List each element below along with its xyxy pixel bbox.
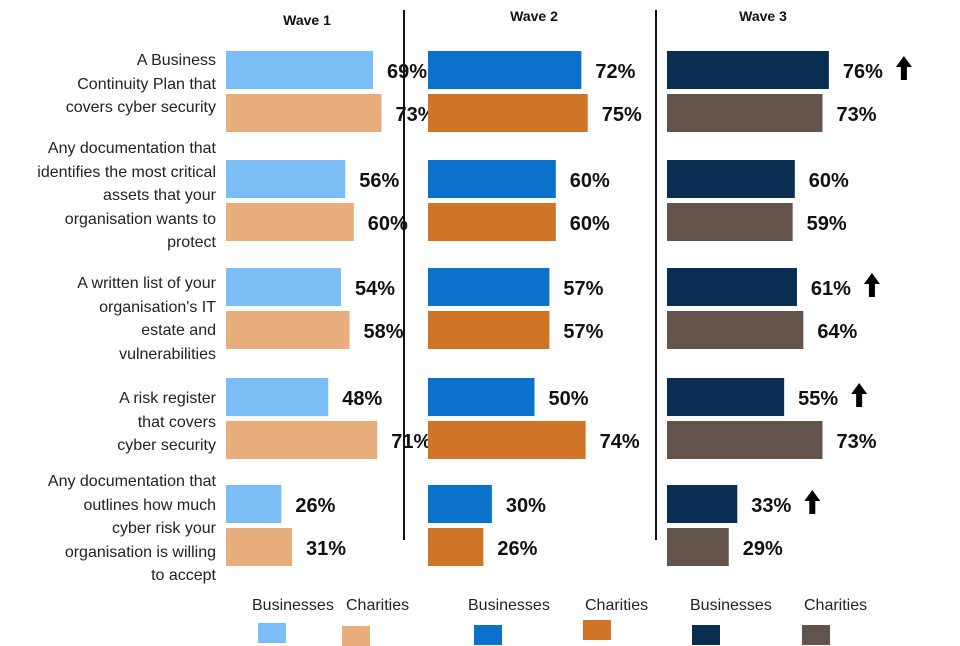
up-arrow-icon [863,273,880,297]
value-label: 71% [391,431,431,453]
bar-wave3-charities-0 [667,94,823,132]
legend-swatch [692,625,720,645]
value-label: 75% [602,104,642,126]
value-label: 73% [836,104,876,126]
bar-wave3-businesses-4 [667,485,738,523]
value-label: 72% [595,61,635,83]
wave-title: Wave 2 [510,8,558,24]
value-label: 60% [809,170,849,192]
up-arrow-icon [804,490,821,514]
legend-swatch [583,620,611,640]
legend-label: Businesses [690,597,772,614]
value-label: 54% [355,278,395,300]
value-label: 57% [563,278,603,300]
legend-swatch [802,625,830,645]
bar-wave3-businesses-2 [667,268,797,306]
category-label: A Business Continuity Plan that covers c… [65,52,216,116]
value-label: 60% [368,213,408,235]
bar-wave2-charities-1 [428,203,556,241]
value-label: 26% [497,538,537,560]
bar-wave3-businesses-1 [667,160,795,198]
bar-wave2-businesses-4 [428,485,492,523]
value-label: 50% [549,388,589,410]
wave-title: Wave 3 [739,8,787,24]
value-label: 74% [600,431,640,453]
value-label: 69% [387,61,427,83]
value-label: 60% [570,170,610,192]
bar-wave2-charities-2 [428,311,550,349]
value-label: 73% [395,104,435,126]
bar-wave2-charities-4 [428,528,484,566]
category-label: A risk register that covers cyber securi… [117,390,216,454]
value-label: 29% [743,538,783,560]
bar-wave1-charities-0 [226,94,382,132]
bar-wave1-businesses-1 [226,160,346,198]
legend-swatch [258,623,286,643]
up-arrow-icon [895,56,912,80]
bar-wave1-businesses-2 [226,268,342,306]
category-label: A written list of your organisation's IT… [77,275,216,363]
legend-label: Businesses [252,597,334,614]
value-label: 58% [364,321,404,343]
bar-wave1-charities-1 [226,203,354,241]
bar-wave1-businesses-3 [226,378,329,416]
value-label: 60% [570,213,610,235]
bar-wave2-businesses-2 [428,268,550,306]
value-label: 55% [798,388,838,410]
bar-wave1-charities-4 [226,528,293,566]
category-label: Any documentation that outlines how much… [47,473,216,584]
value-label: 56% [359,170,399,192]
value-label: 48% [342,388,382,410]
bar-wave3-businesses-0 [667,51,829,89]
legend-label: Charities [585,597,649,614]
bar-wave2-businesses-3 [428,378,535,416]
value-label: 57% [563,321,603,343]
wave-title: Wave 1 [283,12,331,28]
value-label: 33% [751,495,791,517]
value-label: 59% [807,213,847,235]
value-label: 64% [817,321,857,343]
bar-wave1-charities-3 [226,421,378,459]
bar-wave1-businesses-4 [226,485,282,523]
bar-wave2-businesses-1 [428,160,556,198]
category-label: Any documentation that identifies the mo… [37,140,216,251]
bar-wave2-charities-0 [428,94,588,132]
value-label: 30% [506,495,546,517]
legend-swatch [342,626,370,646]
legend-label: Charities [804,597,868,614]
up-arrow-icon [851,383,868,407]
bar-wave2-businesses-0 [428,51,582,89]
bar-wave3-charities-1 [667,203,793,241]
legend-swatch [474,625,502,645]
value-label: 76% [843,61,883,83]
value-label: 73% [836,431,876,453]
legend-label: Businesses [468,597,550,614]
legend-label: Charities [346,597,410,614]
bar-wave1-charities-2 [226,311,350,349]
value-label: 61% [811,278,851,300]
bar-wave3-charities-3 [667,421,823,459]
bar-wave3-charities-4 [667,528,729,566]
bar-wave2-charities-3 [428,421,586,459]
bar-wave3-charities-2 [667,311,804,349]
value-label: 26% [295,495,335,517]
value-label: 31% [306,538,346,560]
bar-wave1-businesses-0 [226,51,373,89]
bar-wave3-businesses-3 [667,378,785,416]
